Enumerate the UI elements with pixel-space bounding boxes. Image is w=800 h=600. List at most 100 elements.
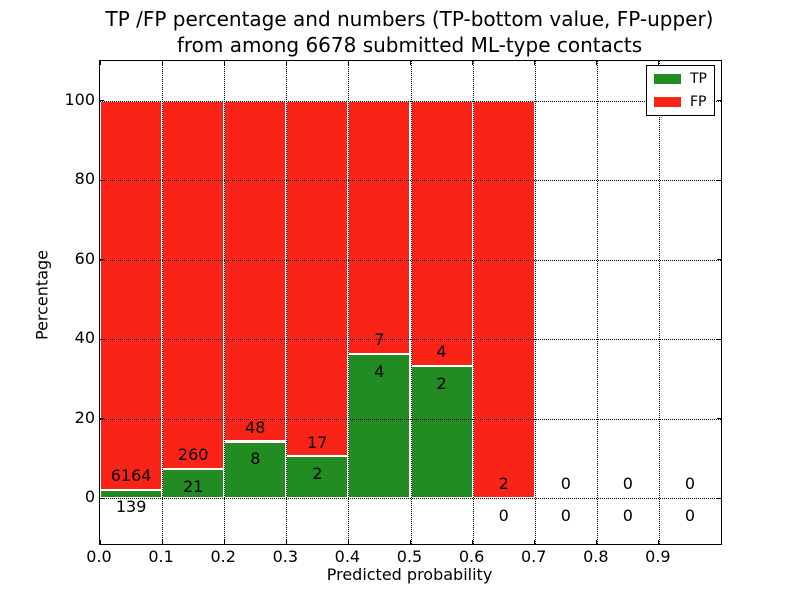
fp-count-label: 260	[177, 444, 209, 464]
x-tick-mark-top	[658, 61, 660, 65]
x-tick-mark	[658, 540, 660, 544]
x-tick-mark	[472, 540, 474, 544]
fp-legend-label: FP	[690, 94, 707, 110]
tp-count-label: 139	[115, 497, 147, 517]
y-tick-mark-right	[717, 100, 721, 102]
x-tick-mark-top	[347, 61, 349, 65]
x-axis-label: Predicted probability	[326, 565, 493, 584]
fp-count-label: 17	[307, 432, 328, 452]
bar-tp-segment	[286, 456, 349, 499]
y-tick-label: 60	[74, 248, 95, 268]
legend-item-tp: TP	[654, 72, 707, 86]
tp-count-label: 2	[436, 373, 447, 393]
x-tick-mark-top	[534, 61, 536, 65]
y-tick-mark	[100, 338, 104, 340]
fp-count-label: 0	[622, 474, 633, 494]
bar-fp-segment	[348, 100, 411, 354]
fp-count-label: 0	[684, 474, 696, 494]
x-tick-mark	[410, 540, 411, 544]
bar-tp-segment	[100, 489, 163, 499]
x-tick-mark-top	[99, 61, 101, 65]
y-tick-label: 100	[64, 89, 95, 109]
y-tick-mark-right	[717, 179, 721, 181]
y-tick-mark-right	[717, 497, 721, 499]
bar-tp-segment	[348, 353, 411, 499]
x-tick-label: 0.4	[334, 547, 361, 566]
grid-line-v	[224, 61, 226, 544]
y-tick-label: 20	[74, 407, 95, 427]
y-tick-mark-right	[717, 338, 721, 340]
x-tick-mark-top	[472, 61, 474, 65]
chart-title-line1: TP /FP percentage and numbers (TP-bottom…	[105, 7, 714, 31]
x-tick-label: 0.1	[148, 547, 174, 566]
grid-line-v	[410, 61, 412, 544]
tp-count-label: 2	[312, 464, 323, 484]
grid-line-v	[162, 61, 164, 544]
x-tick-mark-top	[223, 61, 225, 65]
fp-count-label: 7	[374, 329, 385, 349]
y-tick-label: 40	[74, 328, 95, 348]
x-tick-label: 0.2	[210, 547, 236, 566]
x-tick-mark	[285, 540, 287, 544]
tp-count-label: 0	[560, 506, 571, 526]
x-tick-mark-top	[410, 61, 411, 65]
y-tick-label: 0	[84, 487, 95, 507]
grid-line-v	[286, 61, 288, 544]
fp-count-label: 48	[245, 417, 266, 437]
plot-area: TP FP 6164 139 260 21 48 8 17 2 7 4 4 2 2 0 0 0 0 0 0 0	[99, 60, 722, 545]
bar-fp-segment	[472, 100, 535, 499]
x-tick-label: 0.3	[272, 547, 299, 566]
fp-count-label: 0	[560, 474, 571, 494]
fp-count-label: 6164	[110, 465, 152, 485]
chart-title-line2: from among 6678 submitted ML-type contac…	[176, 33, 643, 57]
tp-count-label: 0	[622, 506, 633, 526]
x-tick-label: 0.6	[458, 547, 485, 566]
tp-count-label: 8	[250, 449, 261, 469]
bar-tp-segment	[162, 468, 225, 499]
tp-count-label: 21	[183, 476, 204, 496]
x-tick-mark	[99, 540, 101, 544]
x-tick-mark	[596, 540, 598, 544]
tp-count-label: 0	[498, 506, 509, 526]
x-tick-label: 0.9	[645, 547, 671, 566]
y-tick-mark	[100, 259, 104, 261]
grid-line-v	[534, 61, 536, 544]
legend: TP FP	[646, 65, 715, 116]
y-tick-label: 80	[74, 169, 95, 189]
legend-item-fp: FP	[654, 95, 707, 109]
tp-legend-label: TP	[690, 71, 707, 87]
bar-fp-segment	[224, 100, 287, 442]
bar-fp-segment	[100, 100, 163, 490]
y-tick-mark-right	[717, 259, 721, 261]
fp-count-label: 4	[436, 341, 447, 361]
x-tick-mark	[161, 540, 163, 544]
x-tick-mark	[223, 540, 225, 544]
chart-title: TP /FP percentage and numbers (TP-bottom…	[99, 6, 720, 58]
grid-line-v	[472, 61, 474, 544]
bar-fp-segment	[162, 100, 225, 469]
fp-count-label: 2	[498, 474, 509, 494]
grid-line-v	[348, 61, 350, 544]
grid-line-v	[658, 61, 660, 544]
y-tick-mark-right	[717, 418, 721, 420]
x-tick-mark-top	[161, 61, 163, 65]
x-tick-label: 0.5	[396, 547, 423, 566]
x-tick-mark-top	[285, 61, 287, 65]
x-tick-label: 0.0	[86, 547, 112, 566]
y-tick-mark	[100, 418, 104, 420]
x-tick-mark	[534, 540, 536, 544]
y-tick-mark	[100, 179, 104, 181]
x-tick-label: 0.8	[583, 547, 609, 566]
x-tick-mark	[347, 540, 349, 544]
fp-legend-swatch	[654, 97, 681, 107]
bar-fp-segment	[410, 100, 473, 366]
y-tick-mark	[100, 497, 104, 499]
tp-legend-swatch	[654, 74, 681, 84]
x-tick-mark-top	[596, 61, 598, 65]
tp-count-label: 4	[374, 361, 385, 381]
x-tick-label: 0.7	[520, 547, 547, 566]
tp-count-label: 0	[684, 506, 696, 526]
grid-line-v	[596, 61, 598, 544]
bar-fp-segment	[286, 100, 349, 457]
